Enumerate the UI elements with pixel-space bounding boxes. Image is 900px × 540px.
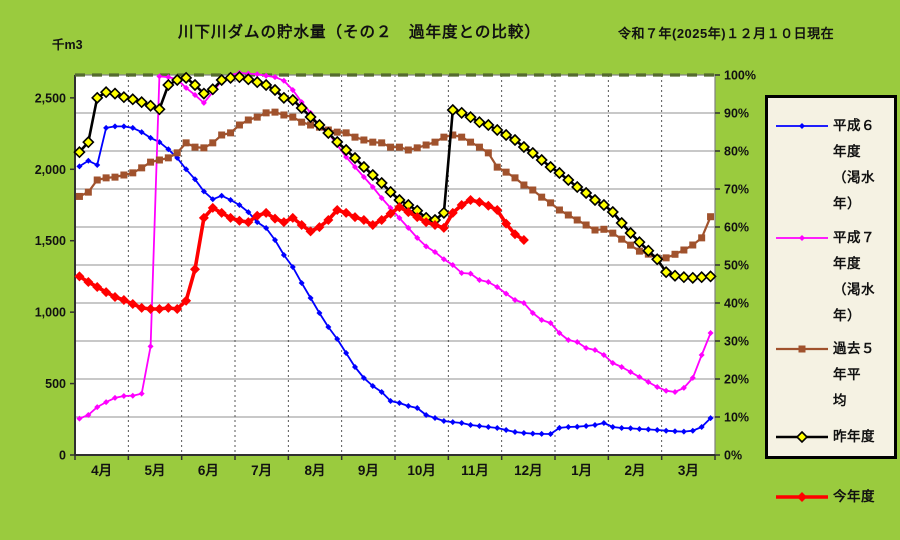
chart-legend: 平成６年度 （渇水年）平成７年度 （渇水年）過去５年平 均昨年度今年度満水 <box>765 95 897 504</box>
svg-text:500: 500 <box>45 377 66 391</box>
axis-labels: 0 500 1,000 1,500 2,000 2,500 0% 10% 20% 30% 40% 50… <box>35 69 756 479</box>
svg-text:90%: 90% <box>724 107 749 121</box>
legend-sample-last-year <box>776 430 828 444</box>
report-date: 令和７年(2025年)１２月１０日現在 <box>618 26 835 41</box>
svg-text:0%: 0% <box>724 449 742 463</box>
svg-text:20%: 20% <box>724 373 749 387</box>
svg-text:9月: 9月 <box>358 463 379 478</box>
svg-text:30%: 30% <box>724 335 749 349</box>
legend-label-last-year: 昨年度 <box>833 429 875 444</box>
svg-text:40%: 40% <box>724 297 749 311</box>
page-title: 川下川ダムの貯水量（その２ 過年度との比較） <box>178 24 541 41</box>
svg-text:50%: 50% <box>724 259 749 273</box>
legend-sample-h6 <box>776 123 828 129</box>
svg-text:100%: 100% <box>724 69 756 83</box>
legend-label-avg5: 過去５年平 均 <box>833 341 875 408</box>
svg-text:2月: 2月 <box>624 463 645 478</box>
legend-sample-avg5 <box>776 345 828 353</box>
svg-text:4月: 4月 <box>91 463 112 478</box>
svg-text:6月: 6月 <box>198 463 219 478</box>
legend-label-h6: 平成６年度 （渇水年） <box>833 118 875 211</box>
legend-item-avg5: 過去５年平 均 <box>775 336 888 414</box>
svg-text:1月: 1月 <box>571 463 592 478</box>
svg-text:80%: 80% <box>724 145 749 159</box>
svg-text:3月: 3月 <box>678 463 699 478</box>
legend-sample-h7 <box>776 235 828 241</box>
legend-item-last-year: 昨年度 <box>775 424 888 450</box>
series-this-year <box>74 195 529 314</box>
svg-text:12月: 12月 <box>514 463 543 478</box>
svg-text:60%: 60% <box>724 221 749 235</box>
vertical-gridlines <box>127 75 663 455</box>
svg-text:10%: 10% <box>724 411 749 425</box>
svg-text:0: 0 <box>59 449 66 463</box>
svg-text:7月: 7月 <box>251 463 272 478</box>
series-h6 <box>76 123 714 437</box>
legend-items: 平成６年度 （渇水年）平成７年度 （渇水年）過去５年平 均昨年度今年度満水 <box>775 113 888 540</box>
svg-text:70%: 70% <box>724 183 749 197</box>
legend-label-this-year: 今年度 <box>833 489 875 504</box>
svg-text:10月: 10月 <box>407 463 436 478</box>
svg-text:2,000: 2,000 <box>35 163 66 177</box>
svg-text:1,500: 1,500 <box>35 234 66 248</box>
svg-text:1,000: 1,000 <box>35 306 66 320</box>
svg-text:8月: 8月 <box>304 463 325 478</box>
series-avg5 <box>75 108 715 262</box>
legend-sample-this-year <box>776 492 828 502</box>
svg-text:2,500: 2,500 <box>35 91 66 105</box>
legend-item-h6: 平成６年度 （渇水年） <box>775 113 888 217</box>
legend-item-h7: 平成７年度 （渇水年） <box>775 225 888 329</box>
legend-item-this-year: 今年度 <box>775 484 888 510</box>
svg-text:11月: 11月 <box>461 463 489 478</box>
svg-text:5月: 5月 <box>144 463 165 478</box>
left-axis-unit-label: 千m3 <box>52 38 83 52</box>
legend-label-h7: 平成７年度 （渇水年） <box>833 230 875 323</box>
